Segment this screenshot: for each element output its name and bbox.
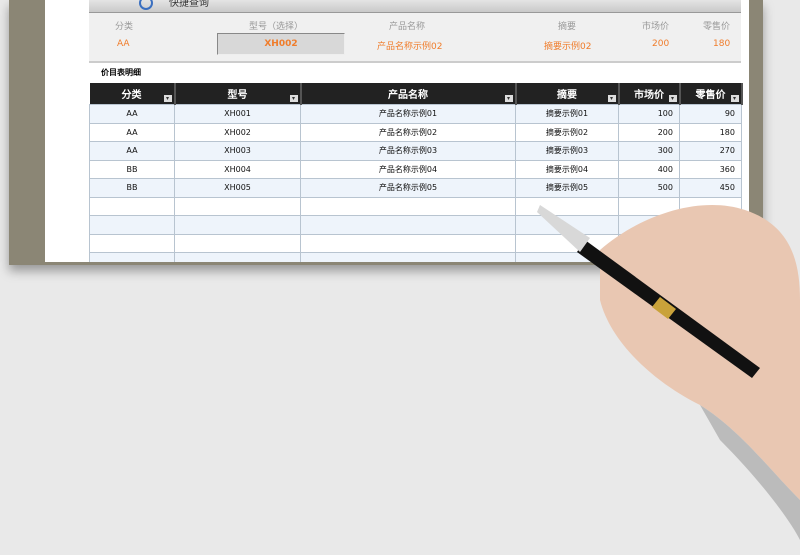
column-header: 型号 ▾ [174,83,302,105]
table-row: AA XH003 产品名称示例03 摘要示例03 300 270 [89,141,742,161]
table-cell[interactable] [89,196,175,216]
column-header-label: 型号 [227,90,248,101]
table-cell[interactable]: 300 [618,141,680,161]
column-header-label: 分类 [121,90,142,101]
filter-dropdown-icon[interactable]: ▾ [163,95,172,102]
table-cell[interactable]: 摘要示例01 [515,104,619,124]
table-cell[interactable]: 90 [679,104,742,124]
label-market: 市场价 [642,22,670,32]
table-cell[interactable]: BB [89,159,175,179]
table-cell[interactable]: 200 [618,122,680,142]
table-cell[interactable]: 产品名称示例04 [300,159,516,179]
table-cell[interactable] [89,215,175,235]
table-cell[interactable]: XH003 [174,141,301,161]
table-cell[interactable] [174,233,301,253]
pen-gold-band [652,297,676,319]
hand-shadow [700,405,800,540]
quick-query-panel: 分类 型号（选择） 产品名称 摘要 市场价 零售价 AA XH002 产品名称示… [89,13,741,63]
column-header-label: 零售价 [695,90,726,101]
label-category: 分类 [115,22,134,32]
table-cell[interactable]: XH004 [174,159,301,179]
table-cell[interactable]: 摘要示例04 [515,159,619,179]
table-cell[interactable] [300,215,516,235]
table-cell[interactable]: 180 [679,122,742,142]
table-cell[interactable]: 摘要示例05 [515,178,619,198]
table-cell[interactable] [300,196,516,216]
value-retail: 180 [713,39,731,49]
column-header-label: 摘要 [557,90,577,101]
table-cell[interactable]: 产品名称示例05 [300,178,516,198]
table-row: BB XH005 产品名称示例05 摘要示例05 500 450 [89,178,742,198]
table-cell[interactable] [174,215,301,235]
value-category: AA [117,39,130,49]
table-cell[interactable]: XH001 [174,104,301,124]
filter-dropdown-icon[interactable]: ▾ [289,95,298,102]
filter-dropdown-icon[interactable]: ▾ [668,95,677,102]
table-cell[interactable]: 270 [679,141,742,161]
quick-query-title: 快捷查询 [169,0,209,9]
model-select[interactable]: XH002 [217,33,345,55]
filter-dropdown-icon[interactable]: ▾ [730,95,739,102]
search-icon [139,0,153,10]
table-cell[interactable]: 500 [618,178,680,198]
table-row: AA XH002 产品名称示例02 摘要示例02 200 180 [89,122,742,142]
table-cell[interactable]: 360 [679,159,742,179]
column-header: 分类 ▾ [89,83,176,105]
table-cell[interactable]: XH005 [174,178,301,198]
label-summary: 摘要 [558,22,577,32]
pen-nib [537,205,590,252]
table-cell[interactable]: XH002 [174,122,301,142]
table-cell[interactable]: AA [89,141,175,161]
table-row: BB XH004 产品名称示例04 摘要示例04 400 360 [89,159,742,179]
column-header: 产品名称 ▾ [300,83,517,105]
column-header: 市场价 ▾ [618,83,681,105]
value-product: 产品名称示例02 [377,42,443,52]
section-title: 价目表明细 [101,68,141,77]
table-cell[interactable]: 产品名称示例03 [300,141,516,161]
table-cell[interactable] [618,196,680,216]
quick-query-bar: 快捷查询 [89,0,741,13]
table-cell[interactable]: 摘要示例02 [515,122,619,142]
filter-dropdown-icon[interactable]: ▾ [607,95,616,102]
filter-dropdown-icon[interactable]: ▾ [504,95,513,102]
column-header-label: 市场价 [634,90,664,101]
table-cell[interactable]: AA [89,122,175,142]
table-cell[interactable] [300,233,516,253]
hand [600,204,800,500]
label-product: 产品名称 [389,22,426,32]
value-market: 200 [652,39,670,49]
table-cell[interactable]: BB [89,178,175,198]
label-model: 型号（选择） [249,22,304,32]
label-retail: 零售价 [703,22,731,32]
column-header: 零售价 ▾ [679,83,743,105]
table-cell[interactable]: 450 [679,178,742,198]
column-header-label: 产品名称 [388,90,428,101]
column-header: 摘要 ▾ [515,83,620,105]
value-summary: 摘要示例02 [544,42,592,52]
table-cell[interactable]: 400 [618,159,680,179]
table-cell[interactable]: 摘要示例03 [515,141,619,161]
table-cell[interactable]: 产品名称示例02 [300,122,516,142]
